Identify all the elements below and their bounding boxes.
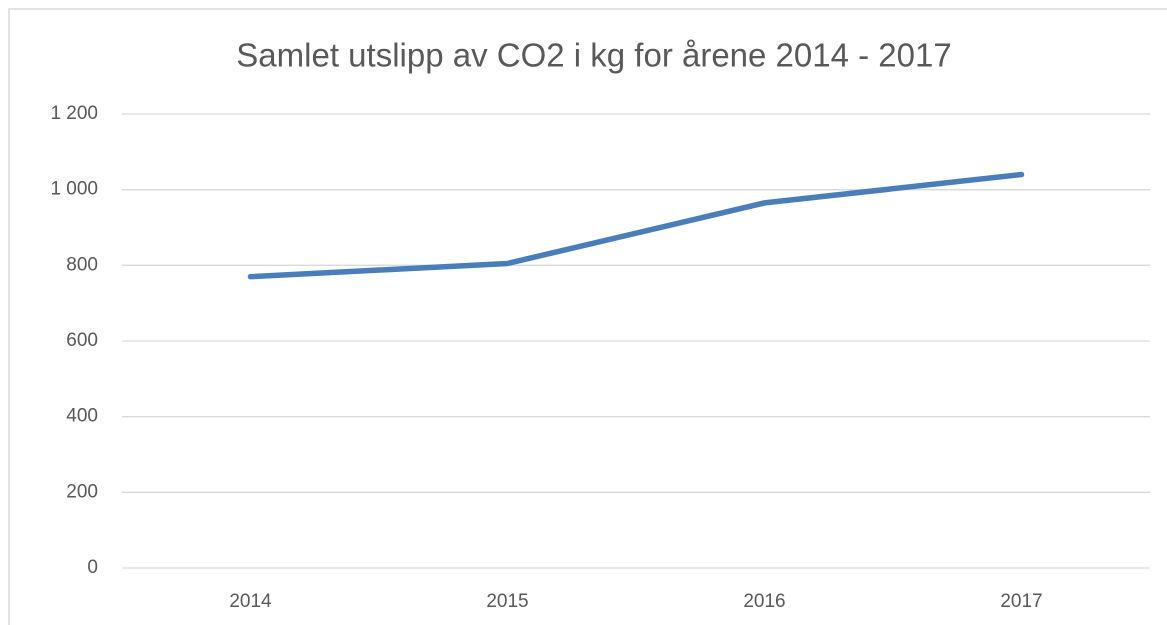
x-tick-label: 2016 <box>743 591 785 612</box>
chart-frame <box>8 8 1167 625</box>
x-tick-label: 2017 <box>1000 591 1042 612</box>
y-tick-label: 200 <box>66 481 98 502</box>
y-tick-label: 0 <box>87 557 98 578</box>
y-tick-label: 1 000 <box>50 179 98 200</box>
y-tick-label: 800 <box>66 254 98 275</box>
x-tick-label: 2014 <box>229 591 272 612</box>
y-tick-label: 400 <box>66 406 98 427</box>
y-tick-label: 1 200 <box>50 103 98 124</box>
x-tick-label: 2015 <box>486 591 528 612</box>
y-tick-label: 600 <box>66 330 98 351</box>
data-line <box>247 171 1025 280</box>
chart-title: Samlet utslipp av CO2 i kg for årene 201… <box>236 37 951 74</box>
